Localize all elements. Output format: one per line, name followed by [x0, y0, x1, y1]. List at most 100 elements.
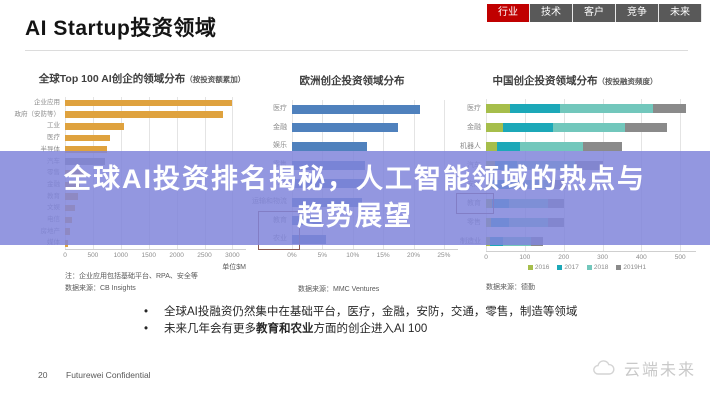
bullet-text-bold: 教育和农业 — [256, 322, 314, 335]
confidential-label: Futurewei Confidential — [66, 370, 151, 380]
category-label: 娱乐 — [273, 142, 287, 150]
bullet-text: 未来几年会有更多教育和农业方面的创企进入AI 100 — [164, 321, 427, 338]
bullet-list: • 全球AI投融资仍然集中在基础平台，医疗，金融，安防，交通，零售，制造等领域 … — [138, 304, 638, 337]
chart-title: 全球Top 100 AI创企的领域分布（按投资额累加） — [28, 68, 256, 87]
bar-segment — [486, 141, 497, 152]
legend-item: 2016 — [527, 264, 549, 271]
x-tick-label: 500 — [87, 252, 99, 260]
tab-2[interactable]: 技术 — [530, 4, 573, 22]
category-label: 医疗 — [47, 134, 60, 142]
chart-subtitle: （按投资额累加） — [185, 75, 246, 84]
headline-line-1: 全球AI投资排名揭秘，人工智能领域的热点与 — [64, 164, 646, 194]
tab-3[interactable]: 客户 — [573, 4, 616, 22]
legend-swatch — [586, 265, 592, 270]
category-label: 金融 — [467, 124, 481, 131]
x-tick-label: 10% — [346, 251, 360, 259]
category-label: 政府（安防等） — [14, 110, 61, 118]
chart-title-text: 全球Top 100 AI创企的领域分布 — [38, 73, 186, 85]
category-label: 医疗 — [467, 105, 481, 112]
x-tick-label: 1000 — [113, 252, 129, 260]
tab-bar: 行业 技术 客户 竞争 未来 — [487, 4, 702, 22]
bar — [292, 123, 399, 133]
chart-note: 注：企业应用包括基础平台、RPA、安全等 — [65, 273, 198, 280]
bullet-text-suffix: 方面的创企进入AI 100 — [313, 322, 428, 335]
x-axis-line — [292, 248, 458, 250]
title-divider — [25, 50, 688, 51]
bar-segment — [583, 141, 622, 152]
x-tick-label: 500 — [674, 254, 686, 261]
tab-1[interactable]: 行业 — [487, 4, 530, 22]
legend-swatch — [616, 265, 622, 270]
chart-source: 数据来源：德勤 — [486, 284, 535, 291]
category-label: 金融 — [273, 123, 287, 131]
bar-segment — [625, 122, 668, 133]
bar — [65, 134, 111, 142]
bar — [65, 99, 233, 107]
x-tick-label: 20% — [407, 251, 421, 259]
x-tick-label: 1500 — [141, 252, 156, 260]
x-tick-label: 0 — [63, 252, 67, 260]
watermark-text: 云端未来 — [623, 362, 696, 379]
bar-segment — [503, 122, 554, 133]
x-tick-label: 0 — [484, 254, 488, 261]
x-tick-label: 3000 — [225, 252, 240, 260]
watermark: 云端未来 — [591, 356, 696, 380]
x-axis-line — [486, 251, 696, 252]
headline-line-2: 趋势展望 — [297, 201, 413, 231]
category-label: 医疗 — [273, 105, 287, 112]
bullet-marker: • — [144, 322, 149, 335]
legend-item: 2018 — [586, 264, 608, 271]
x-axis-line — [65, 249, 246, 251]
bullet-item: • 全球AI投融资仍然集中在基础平台，医疗，金融，安防，交通，零售，制造等领域 — [138, 304, 638, 321]
x-tick-label: 2500 — [197, 252, 212, 260]
axis-unit-label: 单位$M — [222, 264, 246, 271]
chart-source: 数据来源：MMC Ventures — [298, 286, 380, 293]
bullet-marker: • — [144, 306, 149, 318]
bar-segment — [653, 103, 687, 114]
x-tick-label: 0% — [287, 251, 297, 259]
bar — [65, 111, 224, 118]
x-tick-label: 25% — [437, 251, 451, 259]
tab-4[interactable]: 竞争 — [616, 4, 659, 22]
tab-5[interactable]: 未来 — [659, 4, 702, 22]
page-number: 20 — [38, 370, 48, 380]
bar-segment — [510, 103, 560, 114]
bar-segment — [486, 122, 504, 133]
bar — [292, 142, 368, 151]
category-label: 半导体 — [40, 145, 61, 153]
chart-title-text: 欧洲创企投资领域分布 — [299, 75, 405, 87]
category-label: 企业应用 — [34, 99, 60, 106]
x-tick-label: 5% — [317, 251, 328, 259]
chart-source: 数据来源：CB Insights — [65, 285, 136, 292]
legend-swatch — [527, 265, 533, 270]
bullet-item: • 未来几年会有更多教育和农业方面的创企进入AI 100 — [138, 321, 638, 338]
bar — [65, 123, 124, 130]
x-tick-label: 2000 — [169, 252, 184, 260]
cloud-icon — [593, 359, 615, 375]
chart-title: 中国创企投资领域分布（按投融资频度） — [450, 70, 700, 89]
bar-segment — [496, 141, 521, 152]
x-tick-label: 300 — [597, 254, 608, 261]
bar-segment — [553, 122, 626, 133]
x-tick-label: 100 — [519, 254, 531, 261]
bar-segment — [559, 103, 654, 114]
x-tick-label: 400 — [635, 254, 647, 261]
category-label: 工业 — [47, 122, 60, 130]
bar-segment — [520, 141, 584, 152]
page-title: AI Startup投资领域 — [25, 17, 217, 40]
chart-title: 欧洲创企投资领域分布 — [252, 70, 452, 88]
x-tick-label: 15% — [376, 251, 390, 259]
bar — [292, 104, 420, 114]
category-label: 机器人 — [460, 143, 481, 150]
chart-subtitle: （按投融资频度） — [597, 77, 658, 86]
bullet-text: 全球AI投融资仍然集中在基础平台，医疗，金融，安防，交通，零售，制造等领域 — [164, 306, 578, 318]
chart-legend: 2016 2017 2018 2019H1 — [486, 264, 688, 271]
legend-item: 2017 — [557, 264, 579, 271]
bar-segment — [486, 103, 511, 114]
legend-item: 2019H1 — [616, 264, 646, 271]
legend-swatch — [557, 265, 563, 270]
bullet-text-prefix: 未来几年会有更多 — [164, 322, 256, 335]
bar — [65, 146, 108, 153]
x-tick-label: 200 — [558, 254, 570, 261]
